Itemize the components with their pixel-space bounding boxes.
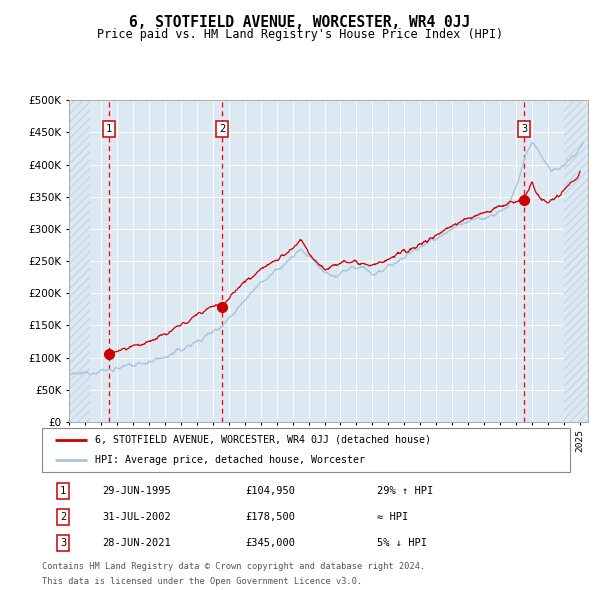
Text: 29-JUN-1995: 29-JUN-1995 — [103, 486, 172, 496]
Text: £178,500: £178,500 — [245, 512, 295, 522]
Text: 1: 1 — [106, 124, 112, 135]
Text: 3: 3 — [60, 538, 66, 548]
Text: This data is licensed under the Open Government Licence v3.0.: This data is licensed under the Open Gov… — [42, 577, 362, 586]
Text: 28-JUN-2021: 28-JUN-2021 — [103, 538, 172, 548]
Text: £104,950: £104,950 — [245, 486, 295, 496]
Text: £345,000: £345,000 — [245, 538, 295, 548]
Text: Price paid vs. HM Land Registry's House Price Index (HPI): Price paid vs. HM Land Registry's House … — [97, 28, 503, 41]
Text: 2: 2 — [60, 512, 66, 522]
Text: 3: 3 — [521, 124, 527, 135]
Text: 31-JUL-2002: 31-JUL-2002 — [103, 512, 172, 522]
Text: 1: 1 — [60, 486, 66, 496]
Text: 6, STOTFIELD AVENUE, WORCESTER, WR4 0JJ (detached house): 6, STOTFIELD AVENUE, WORCESTER, WR4 0JJ … — [95, 435, 431, 445]
Text: HPI: Average price, detached house, Worcester: HPI: Average price, detached house, Worc… — [95, 455, 365, 465]
Text: 29% ↑ HPI: 29% ↑ HPI — [377, 486, 434, 496]
FancyBboxPatch shape — [42, 428, 570, 472]
Text: 5% ↓ HPI: 5% ↓ HPI — [377, 538, 427, 548]
Text: 2: 2 — [219, 124, 225, 135]
Text: ≈ HPI: ≈ HPI — [377, 512, 409, 522]
Text: Contains HM Land Registry data © Crown copyright and database right 2024.: Contains HM Land Registry data © Crown c… — [42, 562, 425, 571]
Text: 6, STOTFIELD AVENUE, WORCESTER, WR4 0JJ: 6, STOTFIELD AVENUE, WORCESTER, WR4 0JJ — [130, 15, 470, 30]
